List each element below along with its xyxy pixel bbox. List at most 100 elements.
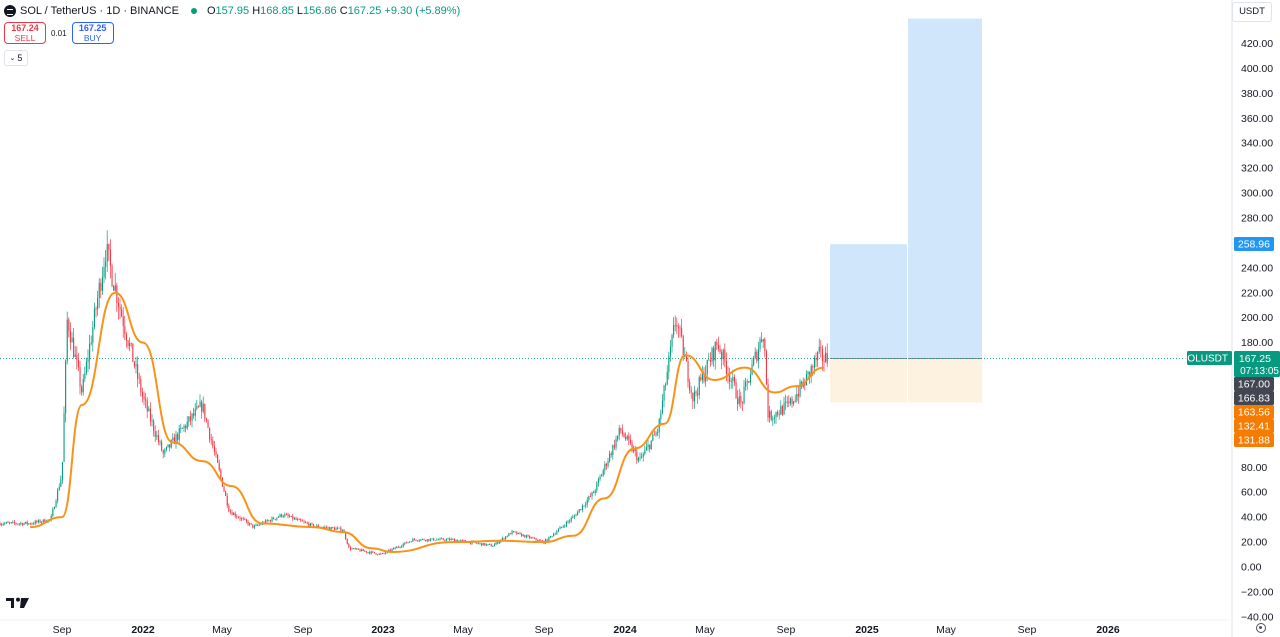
price-axis-label: 200.00 <box>1241 312 1273 324</box>
price-axis-label: 180.00 <box>1241 337 1273 349</box>
candle-body <box>173 437 175 444</box>
open-key: O <box>206 5 216 17</box>
candle-body <box>759 339 761 350</box>
candle-body <box>53 507 55 510</box>
chevron-down-icon: ⌄ <box>9 55 16 62</box>
candle-body <box>333 527 335 530</box>
candle-body <box>317 525 319 528</box>
stop-zone[interactable] <box>908 358 982 403</box>
candle-body <box>290 515 292 517</box>
candle-body <box>0 523 1 526</box>
sell-button[interactable]: 167.24 SELL <box>4 22 46 44</box>
candle-body <box>682 336 684 358</box>
candle-body <box>156 435 158 437</box>
candle-body <box>242 518 244 520</box>
candle-body <box>210 438 212 441</box>
candle-body <box>714 342 716 361</box>
trade-panel: 167.24 SELL 0.01 167.25 BUY <box>4 22 114 44</box>
close-value: 167.25 <box>347 5 382 17</box>
time-axis-label: 2026 <box>1096 624 1120 636</box>
candle-body <box>404 542 406 545</box>
candle-body <box>556 531 558 534</box>
price-axis-label: 300.00 <box>1241 188 1273 200</box>
target-zone[interactable] <box>830 244 907 359</box>
currency-selector[interactable]: USDT <box>1232 2 1272 22</box>
candle-body <box>127 340 129 346</box>
price-axis-label: 280.00 <box>1241 213 1273 225</box>
candle-body <box>559 527 561 530</box>
candle-body <box>226 495 228 506</box>
time-axis-label: May <box>936 624 957 636</box>
candle-body <box>433 538 435 541</box>
indicators-count: 5 <box>17 53 23 63</box>
candle-body <box>713 348 715 361</box>
candle-body <box>721 352 723 360</box>
indicators-toggle[interactable]: ⌄ 5 <box>4 50 28 66</box>
candle-body <box>108 244 110 250</box>
candle-body <box>298 519 300 520</box>
stop-zone[interactable] <box>830 358 907 403</box>
candle-body <box>607 461 609 466</box>
candle-body <box>610 453 612 456</box>
candle-body <box>460 540 462 541</box>
candle-body <box>679 327 681 329</box>
candle-body <box>524 535 526 538</box>
price-tag-131-88-bg <box>1234 433 1274 447</box>
candle-body <box>63 413 65 462</box>
candle-body <box>165 447 167 450</box>
candle-body <box>225 491 227 496</box>
candle-body <box>613 445 615 448</box>
candle-body <box>676 325 678 327</box>
candle-body <box>177 434 179 440</box>
candle-body <box>359 549 361 552</box>
candle-body <box>733 377 735 383</box>
candle-body <box>250 523 252 525</box>
candle-body <box>421 539 423 540</box>
candle-body <box>693 391 695 402</box>
candle-body <box>129 343 131 346</box>
candle-body <box>217 454 219 463</box>
candle-body <box>685 356 687 362</box>
candle-body <box>548 536 550 541</box>
time-axis-label: Sep <box>535 624 554 636</box>
candle-body <box>661 400 663 414</box>
candle-body <box>645 447 647 451</box>
tradingview-logo-icon[interactable] <box>6 597 30 609</box>
candle-body <box>391 549 393 552</box>
candle-body <box>329 527 331 530</box>
candle-body <box>186 421 188 429</box>
candle-body <box>551 536 553 537</box>
candle-body <box>660 413 662 419</box>
candle-body <box>569 520 571 522</box>
candle-body <box>330 527 332 530</box>
candle-body <box>297 519 299 520</box>
candle-body <box>669 347 671 356</box>
candle-body <box>121 309 123 317</box>
candle-body <box>588 496 590 500</box>
buy-button[interactable]: 167.25 BUY <box>71 22 114 44</box>
symbol-title[interactable]: SOL / TetherUS · 1D · BINANCE <box>20 5 179 17</box>
candle-body <box>2 524 4 525</box>
candle-body <box>97 298 99 310</box>
candle-body <box>12 521 14 523</box>
price-axis-label: 320.00 <box>1241 163 1273 175</box>
candle-body <box>428 539 430 541</box>
price-tag-166-83-bg <box>1234 391 1274 405</box>
candle-body <box>378 553 380 555</box>
candle-body <box>511 531 513 534</box>
target-zone[interactable] <box>908 18 982 359</box>
candle-body <box>719 348 721 353</box>
candle-body <box>52 509 54 517</box>
time-axis-label: Sep <box>294 624 313 636</box>
chart-settings-icon[interactable] <box>1256 623 1266 633</box>
candle-body <box>503 538 505 539</box>
price-axis-label: 40.00 <box>1241 512 1267 524</box>
candle-body <box>101 277 103 291</box>
candle-body <box>119 306 121 310</box>
candle-body <box>570 518 572 521</box>
candle-body <box>602 470 604 476</box>
candle-body <box>729 374 731 382</box>
candle-body <box>636 451 638 461</box>
candle-body <box>409 541 411 543</box>
